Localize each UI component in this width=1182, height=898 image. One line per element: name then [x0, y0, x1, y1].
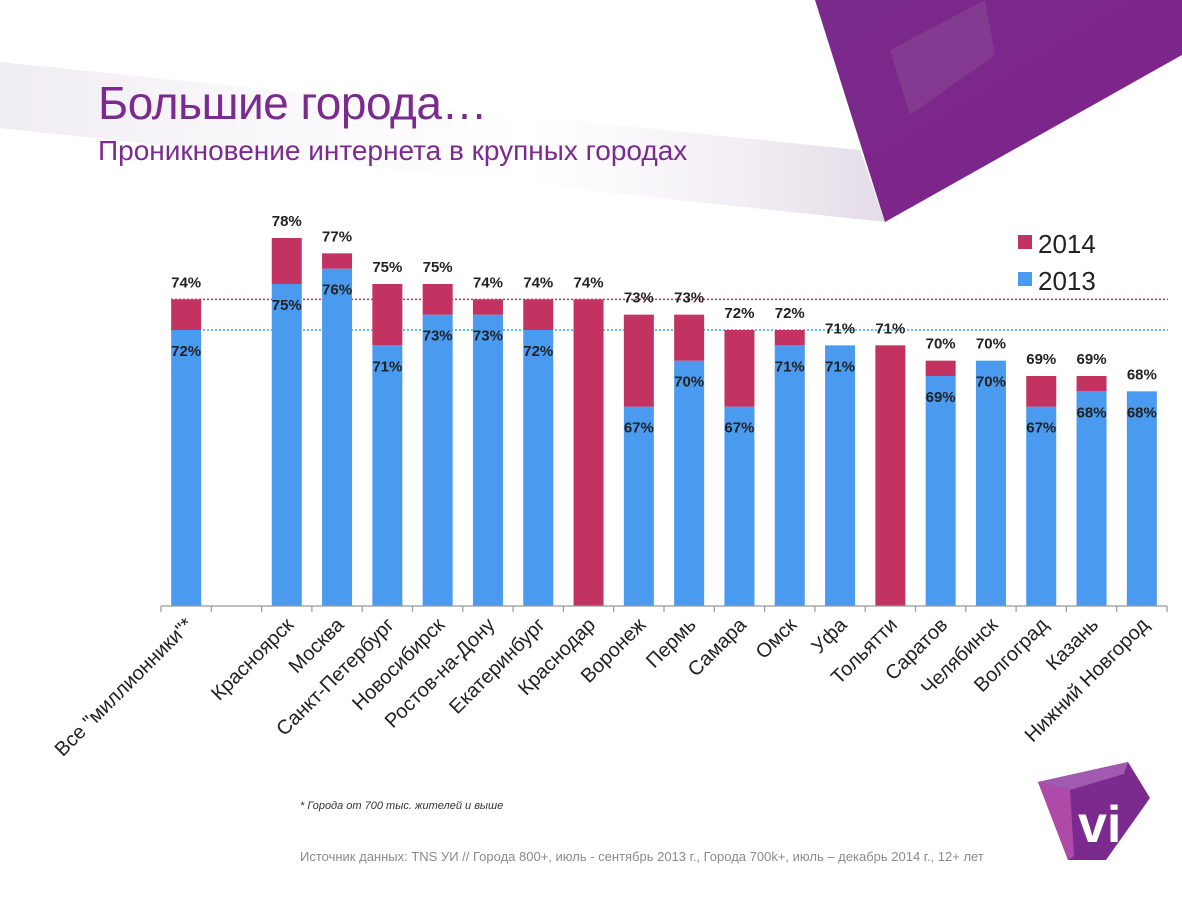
data-label-2014: 73% — [674, 290, 704, 307]
data-source: Источник данных: TNS УИ // Города 800+, … — [300, 849, 984, 864]
data-label-2014: 78% — [272, 213, 302, 230]
data-label-2014: 73% — [624, 290, 654, 307]
bar-2013 — [271, 284, 302, 606]
category-label: Омск — [752, 614, 802, 664]
swoosh-band — [0, 62, 885, 222]
data-label-2014: 75% — [372, 259, 402, 276]
data-label-2013: 67% — [624, 420, 654, 437]
bars — [171, 238, 1157, 606]
bar-2014 — [674, 314, 705, 361]
data-label-2013: 73% — [423, 328, 453, 345]
bar-2014 — [271, 238, 302, 284]
corner-facet — [890, 0, 995, 115]
data-label-2013: 71% — [825, 358, 855, 375]
vi-logo: vi — [1038, 762, 1150, 860]
data-label-2013: 68% — [1077, 404, 1107, 421]
bar-2013 — [925, 376, 956, 606]
bar-2013 — [472, 314, 503, 606]
data-label-2014: 74% — [171, 274, 201, 291]
bar-2013 — [975, 360, 1006, 606]
data-label-2014: 70% — [926, 336, 956, 353]
bar-2013 — [372, 345, 403, 606]
data-label-2013: 76% — [322, 282, 352, 299]
bar-2014 — [875, 345, 906, 606]
bar-2013 — [774, 345, 805, 606]
bar-2013 — [422, 314, 453, 606]
logo-text: vi — [1078, 796, 1121, 854]
bar-2013 — [623, 406, 654, 606]
x-axis — [160, 605, 1168, 612]
legend: 2014 2013 — [1018, 229, 1096, 296]
bar-2013 — [523, 330, 554, 606]
category-label: Красноярск — [207, 614, 298, 705]
data-label-2013: 71% — [372, 358, 402, 375]
bar-2014 — [523, 299, 554, 330]
bar-2014 — [171, 299, 202, 330]
bar-2013 — [1126, 391, 1157, 606]
data-label-2013: 67% — [1026, 420, 1056, 437]
data-label-2013: 75% — [272, 297, 302, 314]
bar-2013 — [724, 406, 755, 606]
bar-2014 — [1026, 376, 1057, 407]
bar-2014 — [623, 314, 654, 407]
data-label-2014: 69% — [1077, 351, 1107, 368]
legend-swatch-2014 — [1018, 235, 1032, 249]
bar-2014 — [422, 284, 453, 315]
data-label-2013: 69% — [926, 389, 956, 406]
footnote: * Города от 700 тыс. жителей и выше — [300, 800, 504, 812]
bar-2014 — [925, 360, 956, 376]
data-label-2014: 75% — [423, 259, 453, 276]
data-label-2014: 74% — [523, 274, 553, 291]
bar-2014 — [724, 330, 755, 407]
bar-2013 — [1076, 391, 1107, 606]
data-label-2013: 73% — [473, 328, 503, 345]
data-label-2013: 68% — [1127, 404, 1157, 421]
bar-2014 — [774, 330, 805, 346]
data-label-2013: 71% — [775, 358, 805, 375]
data-label-2013: 72% — [171, 343, 201, 360]
legend-swatch-2013 — [1018, 272, 1032, 286]
category-label: Все "миллионники"* — [51, 614, 198, 761]
bar-2013 — [825, 345, 856, 606]
bar-2013 — [322, 268, 353, 606]
slide-subtitle: Проникновение интернета в крупных города… — [98, 135, 688, 166]
data-label-2014: 72% — [724, 305, 754, 322]
data-label-2014: 72% — [775, 305, 805, 322]
data-label-2014: 68% — [1127, 366, 1157, 383]
data-label-2014: 70% — [976, 336, 1006, 353]
legend-label-2013: 2013 — [1038, 266, 1096, 296]
slide-title: Большие города… — [98, 77, 487, 129]
bar-2014 — [472, 299, 503, 315]
data-label-2014: 74% — [574, 274, 604, 291]
data-label-2014: 69% — [1026, 351, 1056, 368]
bar-2013 — [1026, 406, 1057, 606]
logo-facet-left — [1038, 782, 1074, 860]
data-label-2013: 70% — [674, 374, 704, 391]
bar-2013 — [674, 360, 705, 606]
data-label-2013: 67% — [724, 420, 754, 437]
logo-facet — [1038, 762, 1128, 790]
bar-2014 — [573, 299, 604, 606]
reference-lines — [171, 298, 1168, 331]
bar-2013 — [171, 330, 202, 606]
data-label-2014: 71% — [825, 320, 855, 337]
data-label-2013: 70% — [976, 374, 1006, 391]
category-labels: Все "миллионники"* КрасноярскМоскваСанкт-… — [51, 613, 1154, 761]
category-label: Уфа — [808, 613, 853, 658]
data-label-2014: 71% — [875, 320, 905, 337]
bar-2014 — [1076, 376, 1107, 392]
data-labels: 74% 72% 78% 75% 77% 76% 75% 71% 75% 73% 74% 73% 74% 7… — [171, 213, 1157, 437]
data-label-2014: 74% — [473, 274, 503, 291]
legend-label-2014: 2014 — [1038, 229, 1096, 259]
bar-2014 — [372, 284, 403, 346]
bar-2014 — [322, 253, 353, 269]
data-label-2014: 77% — [322, 228, 352, 245]
data-label-2013: 72% — [523, 343, 553, 360]
